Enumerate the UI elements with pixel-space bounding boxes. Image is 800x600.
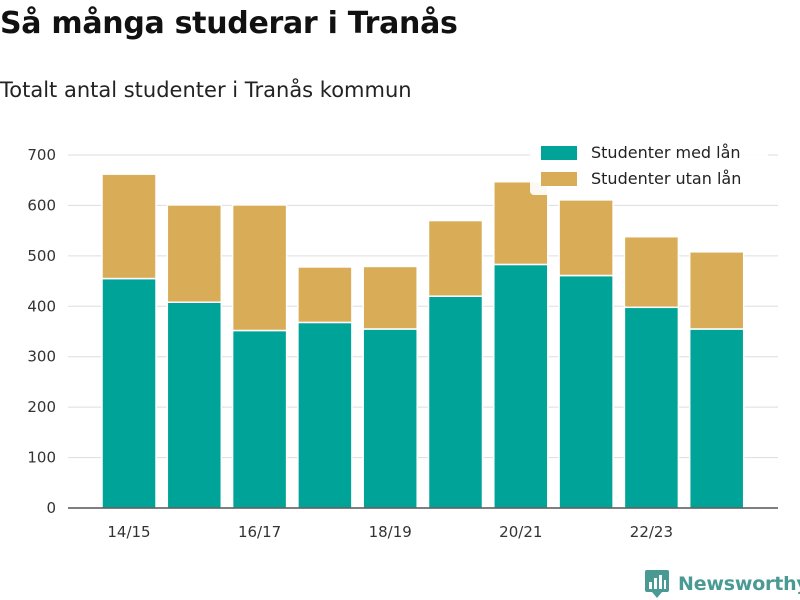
bar-segment-utan-lan[interactable]: [623, 235, 680, 309]
y-axis-ticks: 0 100 200 300 400 500 600 700: [27, 146, 56, 517]
bar-segment-utan-lan[interactable]: [166, 204, 223, 304]
bar-segment-med-lan[interactable]: [688, 328, 745, 509]
bar-segment-med-lan[interactable]: [558, 274, 614, 509]
y-tick-label: 100: [27, 449, 56, 467]
bar-segment-utan-lan[interactable]: [297, 266, 353, 324]
legend-swatch: [541, 146, 577, 160]
bar-segment-med-lan[interactable]: [166, 301, 223, 509]
legend-label: Studenter utan lån: [591, 169, 741, 188]
y-tick-label: 300: [27, 348, 56, 366]
y-tick-label: 200: [27, 398, 56, 416]
brand-name: Newsworthy: [678, 573, 800, 595]
x-axis-ticks: 14/15 16/17 18/19 20/21 22/23: [107, 523, 673, 541]
bar-segment-med-lan[interactable]: [493, 263, 549, 509]
legend-swatch: [541, 172, 577, 186]
bar-segment-med-lan[interactable]: [362, 328, 418, 509]
bar-segment-utan-lan[interactable]: [101, 173, 157, 280]
legend: Studenter med lån Studenter utan lån: [530, 139, 768, 195]
bar-segment-med-lan[interactable]: [231, 329, 288, 509]
bar-segment-utan-lan[interactable]: [558, 199, 614, 277]
x-tick-label: 14/15: [107, 523, 150, 541]
bar-segment-utan-lan[interactable]: [427, 219, 484, 297]
x-tick-label: 22/23: [630, 523, 673, 541]
x-tick-label: 16/17: [238, 523, 281, 541]
bar-segment-med-lan[interactable]: [427, 295, 484, 509]
y-tick-label: 700: [27, 146, 56, 164]
bars: [101, 173, 745, 509]
chart-subtitle: Totalt antal studenter i Tranås kommun: [0, 78, 412, 102]
x-tick-label: 18/19: [369, 523, 412, 541]
newsworthy-brand: Newsworthy: [644, 568, 800, 600]
x-tick-label: 20/21: [499, 523, 542, 541]
legend-label: Studenter med lån: [591, 143, 741, 162]
bar-segment-med-lan[interactable]: [101, 277, 157, 509]
bar-segment-med-lan[interactable]: [297, 321, 353, 509]
bar-segment-utan-lan[interactable]: [362, 265, 418, 330]
bar-segment-utan-lan[interactable]: [688, 251, 745, 330]
y-tick-label: 400: [27, 297, 56, 315]
bar-segment-utan-lan[interactable]: [493, 180, 549, 266]
y-tick-label: 600: [27, 196, 56, 214]
legend-background: [530, 139, 768, 195]
y-tick-label: 500: [27, 247, 56, 265]
bar-segment-med-lan[interactable]: [623, 306, 680, 509]
bar-segment-utan-lan[interactable]: [231, 204, 288, 332]
y-tick-label: 0: [46, 499, 56, 517]
newsworthy-logo-icon: [645, 570, 669, 598]
chart-title: Så många studerar i Tranås: [0, 6, 458, 41]
